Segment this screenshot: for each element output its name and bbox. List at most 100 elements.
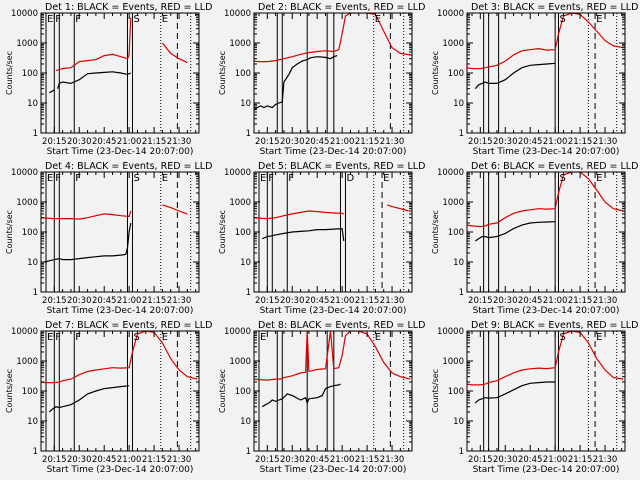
- plot-frame: [253, 171, 413, 293]
- marker-label: F: [75, 14, 81, 25]
- x-tick-label: 21:30: [167, 296, 192, 306]
- panel-title: Det 1: BLACK = Events, RED = LLD: [45, 2, 212, 13]
- x-tick-label: 20:15: [468, 137, 493, 147]
- marker-label: E: [596, 14, 602, 25]
- x-tick-label: 21:00: [117, 296, 142, 306]
- lld-series-line: [254, 13, 411, 63]
- events-series-line: [57, 71, 132, 89]
- y-tick-label: 1000: [229, 198, 251, 208]
- y-tick-label: 10: [240, 258, 251, 268]
- y-tick-label: 10: [27, 417, 38, 427]
- x-tick-label: 21:30: [593, 137, 618, 147]
- y-tick-label: 10: [27, 258, 38, 268]
- x-tick-label: 20:30: [67, 296, 92, 306]
- lld-series-line: [386, 204, 409, 212]
- x-tick-label: 20:30: [280, 137, 305, 147]
- events-series-line: [474, 221, 556, 242]
- x-tick-label: 21:15: [142, 296, 167, 306]
- marker-label: E: [596, 173, 602, 184]
- marker-label: S: [133, 14, 139, 25]
- x-tick-label: 21:15: [568, 296, 593, 306]
- x-tick-label: 21:00: [330, 455, 355, 465]
- marker-label: F: [75, 332, 81, 343]
- panel-title: Det 5: BLACK = Events, RED = LLD: [258, 161, 425, 172]
- y-tick-label: 100: [22, 228, 38, 238]
- x-tick-label: 21:30: [593, 455, 618, 465]
- x-tick-label: 20:45: [518, 296, 543, 306]
- events-series-line: [254, 55, 338, 111]
- y-tick-label: 1: [246, 288, 251, 298]
- x-tick-label: 21:30: [380, 137, 405, 147]
- x-tick-label: 21:30: [593, 296, 618, 306]
- marker-label: F: [55, 173, 61, 184]
- x-tick-label: 20:45: [305, 455, 330, 465]
- y-tick-label: 1000: [229, 357, 251, 367]
- y-tick-label: 10000: [224, 168, 251, 178]
- lld-series-line: [467, 172, 624, 228]
- lld-series-line: [41, 331, 198, 384]
- x-tick-label: 20:30: [280, 296, 305, 306]
- plot-area: [254, 172, 409, 292]
- x-tick-label: 20:15: [42, 296, 67, 306]
- x-tick-label: 21:15: [568, 137, 593, 147]
- x-tick-label: 21:15: [355, 296, 380, 306]
- x-tick-label: 21:15: [355, 455, 380, 465]
- x-tick-label: 20:15: [255, 137, 280, 147]
- panel-title: Det 3: BLACK = Events, RED = LLD: [471, 2, 638, 13]
- x-tick-label: 21:30: [167, 455, 192, 465]
- x-tick-label: 21:15: [568, 455, 593, 465]
- y-tick-label: 100: [22, 387, 38, 397]
- x-axis-label: Start Time (23-Dec-14 20:07:00): [260, 147, 407, 157]
- x-tick-label: 21:00: [543, 296, 568, 306]
- y-tick-label: 100: [448, 387, 464, 397]
- x-tick-label: 21:00: [117, 455, 142, 465]
- y-tick-label: 10000: [224, 327, 251, 337]
- marker-label: S: [133, 332, 139, 343]
- marker-label: E: [260, 173, 266, 184]
- plot-frame: [40, 330, 200, 452]
- y-tick-label: 1000: [229, 39, 251, 49]
- plot-area: [467, 13, 624, 133]
- plot-area: [41, 331, 198, 451]
- panel-title: Det 6: BLACK = Events, RED = LLD: [471, 161, 638, 172]
- y-tick-label: 1: [459, 288, 464, 298]
- events-series-line: [262, 227, 345, 242]
- plot-area: [41, 172, 192, 292]
- y-tick-label: 10000: [437, 327, 464, 337]
- x-tick-label: 20:45: [305, 137, 330, 147]
- y-tick-label: 1000: [442, 357, 464, 367]
- x-tick-label: 21:00: [330, 137, 355, 147]
- lld-series-line: [467, 331, 624, 386]
- y-axis-label: Counts/sec: [431, 210, 440, 254]
- y-tick-label: 10: [240, 99, 251, 109]
- x-tick-label: 20:45: [305, 296, 330, 306]
- events-series-line: [474, 62, 556, 90]
- events-series-line: [49, 89, 55, 94]
- plot-area: [254, 331, 411, 451]
- x-axis-label: Start Time (23-Dec-14 20:07:00): [473, 465, 620, 475]
- marker-label: E: [47, 332, 53, 343]
- y-axis-label: Counts/sec: [5, 210, 14, 254]
- x-tick-label: 21:00: [543, 455, 568, 465]
- y-tick-label: 10000: [224, 9, 251, 19]
- y-tick-label: 100: [235, 387, 251, 397]
- x-axis-label: Start Time (23-Dec-14 20:07:00): [473, 306, 620, 316]
- marker-label: E: [375, 332, 381, 343]
- x-tick-label: 20:30: [493, 455, 518, 465]
- x-tick-label: 20:45: [92, 296, 117, 306]
- x-tick-label: 20:45: [92, 137, 117, 147]
- marker-label: F: [55, 14, 61, 25]
- marker-label: S: [559, 173, 565, 184]
- y-tick-label: 1000: [16, 198, 38, 208]
- y-axis-label: Counts/sec: [431, 369, 440, 413]
- y-tick-label: 1: [246, 129, 251, 139]
- x-tick-label: 20:30: [493, 296, 518, 306]
- x-tick-label: 20:15: [468, 455, 493, 465]
- x-axis-label: Start Time (23-Dec-14 20:07:00): [473, 147, 620, 157]
- y-tick-label: 1: [459, 447, 464, 457]
- x-tick-label: 20:15: [255, 455, 280, 465]
